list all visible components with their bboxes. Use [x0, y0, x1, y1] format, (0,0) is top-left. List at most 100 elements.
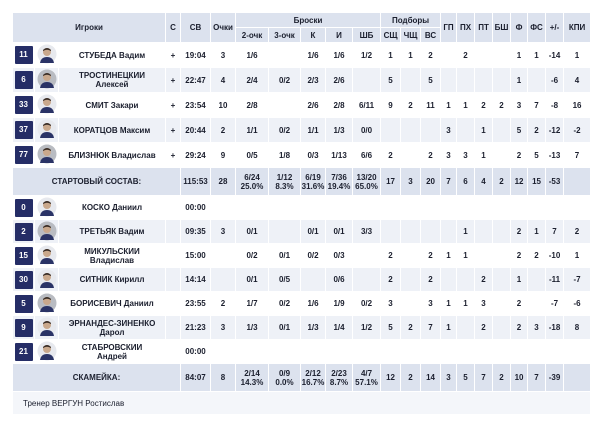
coach-row: Тренер ВЕРГУН Ростислав [11, 391, 592, 415]
stat-cell: 1 [380, 42, 402, 68]
stat-cell: -18 [545, 315, 565, 340]
stat-cell [492, 67, 512, 93]
stat-cell: 3 [440, 117, 458, 143]
stat-cell: 2 [510, 219, 529, 244]
stat-cell: 2 [474, 267, 494, 292]
stat-cell: 2 [510, 315, 529, 340]
photo-shape [39, 209, 54, 216]
stat-cell: 1/2 [351, 315, 382, 340]
header-cell: И [325, 27, 353, 43]
number-cell: 21 [12, 339, 35, 364]
stat-cell: 3 [210, 315, 236, 340]
player-photo [37, 44, 56, 64]
player-row: 15 МИКУЛЬСКИИ Владислав 15:00 0/2 0/1 0/2 0/3 2 2… [12, 243, 592, 268]
stat-cell: -10 [545, 243, 565, 268]
stat-cell: 2 [510, 142, 529, 168]
player-name: ЭРНАНДЕС-ЗИНЕНКО Дарол [58, 315, 166, 340]
stat-cell: 2/23 8.7% [325, 363, 353, 392]
stat-cell: 23:54 [180, 92, 211, 118]
stat-cell: 0/5 [268, 267, 301, 292]
stat-line: 7/36 [331, 172, 347, 182]
player-name: ТРОСТИНЕЦКИИ Алексей [58, 67, 166, 93]
stat-cell [400, 339, 422, 364]
name-line: Дарол [99, 327, 125, 337]
stat-cell [563, 363, 592, 392]
player-name: ТРЕТЬЯК Вадим [58, 219, 166, 244]
stat-cell: 0/0 [351, 117, 382, 143]
stat-cell: 9 [210, 142, 236, 168]
stat-cell [456, 117, 476, 143]
stat-cell [563, 167, 592, 196]
stat-cell [400, 67, 422, 93]
stat-cell [300, 267, 326, 292]
stat-cell [440, 67, 458, 93]
stat-line: 19.4% [327, 181, 351, 191]
stat-cell [492, 339, 512, 364]
stat-cell [420, 339, 442, 364]
name-line: СТУБЕДА Вадим [78, 50, 146, 60]
number-cell: 6 [12, 67, 35, 93]
stat-line: 6/24 [244, 172, 260, 182]
stat-cell [165, 315, 181, 340]
name-line: СМИТ Закари [85, 100, 139, 110]
stat-cell: + [165, 67, 181, 93]
stat-line: 4/7 [360, 368, 373, 378]
stat-cell: 2/6 [325, 67, 353, 93]
name-line: ТРЕТЬЯК Вадим [79, 227, 145, 236]
stat-cell: 1 [510, 67, 529, 93]
stat-cell: 0/2 [268, 117, 301, 143]
stat-cell: 1/13 [325, 142, 353, 168]
header-cell: СЩ [380, 27, 402, 43]
number-cell: 11 [12, 42, 35, 68]
name-line: СИТНИК Кирилл [79, 275, 145, 284]
player-row: 33 СМИТ Закари +23:54 10 2/8 2/6 2/8 6/11 9 2 11 1 1… [12, 92, 592, 118]
photo-shape [39, 329, 54, 336]
stat-cell: 3 [474, 291, 494, 316]
player-number: 15 [14, 246, 33, 265]
stat-cell: 5 [527, 142, 547, 168]
stat-cell: 6/6 [351, 142, 382, 168]
stat-cell [440, 267, 458, 292]
stat-cell: 2 [510, 243, 529, 268]
stat-cell: 20 [420, 167, 442, 196]
stat-cell [268, 42, 301, 68]
stat-cell [440, 195, 458, 220]
stat-cell: 12 [380, 363, 402, 392]
stat-cell [527, 267, 547, 292]
stat-cell: 23:55 [180, 291, 211, 316]
stat-cell [492, 219, 512, 244]
stat-cell: 1/9 [325, 291, 353, 316]
stat-cell [351, 243, 382, 268]
player-name: СМИТ Закари [58, 92, 166, 118]
stat-cell [492, 291, 512, 316]
photo-cell [34, 267, 59, 292]
stat-cell [325, 339, 353, 364]
stat-line: 1/12 [276, 172, 293, 182]
stat-cell [510, 195, 529, 220]
stat-cell [492, 117, 512, 143]
stat-cell: 0/2 [268, 291, 301, 316]
name-line: КОРАТЦОВ Максим [73, 125, 151, 135]
player-row: 21 СТАБРОВСКИИ Андрей 00:00 [12, 339, 592, 364]
stat-cell: 4/7 57.1% [351, 363, 382, 392]
stat-cell: 2 [380, 243, 402, 268]
stat-cell: 6/19 31.6% [300, 167, 326, 196]
photo-shape [39, 82, 54, 88]
stat-cell: 1 [440, 291, 458, 316]
total-row: СТАРТОВЫЙ СОСТАВ: 115:53 28 6/24 25.0% 1/12 8.… [12, 167, 592, 196]
stat-cell: 2 [210, 117, 236, 143]
stat-cell: 5 [510, 117, 529, 143]
stat-cell: 12 [510, 167, 529, 196]
stat-cell: 2 [492, 167, 512, 196]
stat-cell: 1 [440, 92, 458, 118]
table-body: 11 СТУБЕДА Вадим +19:04 3 1/6 1/6 1/6 1/2 1 1 2 2 1 1… [11, 42, 592, 415]
stat-cell [474, 195, 494, 220]
photo-shape [39, 305, 54, 312]
stat-cell: 2/6 [300, 92, 326, 118]
stat-cell: 1 [510, 42, 529, 68]
stat-cell: -12 [545, 117, 565, 143]
stat-cell [527, 291, 547, 316]
stat-cell: 2/4 [235, 67, 269, 93]
stat-cell: 15 [527, 167, 547, 196]
stat-cell: 7 [563, 142, 592, 168]
